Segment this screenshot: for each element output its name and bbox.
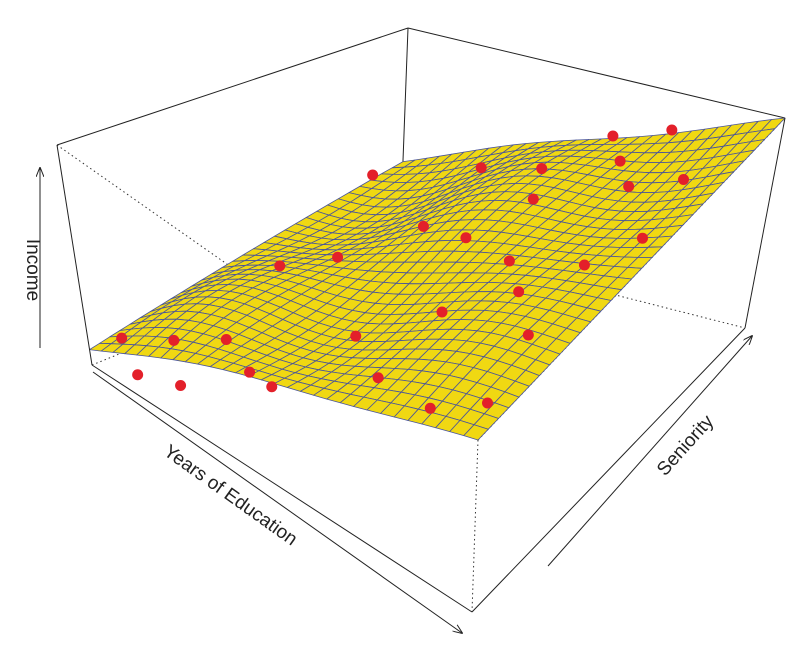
box — [56, 117, 786, 613]
data-point — [244, 366, 256, 378]
data-point — [527, 193, 539, 205]
axis-arrow — [547, 336, 752, 567]
box-edge — [471, 327, 746, 613]
data-point — [522, 329, 534, 341]
data-point — [513, 286, 525, 298]
data-point — [475, 162, 487, 174]
data-point — [168, 334, 180, 346]
axis-arrow — [92, 371, 462, 633]
x-axis-label: Years of Education — [160, 441, 301, 550]
data-point — [132, 369, 144, 381]
data-point — [678, 173, 690, 185]
data-point — [424, 402, 436, 414]
data-point — [482, 397, 494, 409]
surface — [89, 117, 786, 441]
data-point — [636, 232, 648, 244]
data-point — [116, 332, 128, 344]
surface-facet — [463, 424, 489, 441]
data-point — [367, 169, 379, 181]
box-edge — [744, 117, 786, 329]
y-axis-label: Seniority — [653, 411, 718, 480]
data-point — [266, 381, 278, 393]
box-edge — [56, 27, 409, 146]
data-point — [332, 251, 344, 263]
z-axis-label: Income — [22, 239, 43, 301]
data-point — [623, 181, 635, 193]
points — [116, 124, 690, 414]
data-point — [614, 155, 626, 167]
data-point — [372, 372, 384, 384]
data-point — [607, 130, 619, 142]
data-point — [666, 124, 678, 136]
data-point — [274, 260, 286, 272]
data-point — [417, 220, 429, 232]
box-edge — [407, 27, 786, 119]
box-edge — [91, 364, 473, 613]
box-edge — [56, 144, 93, 366]
data-point — [220, 333, 232, 345]
data-point — [350, 330, 362, 342]
data-point — [536, 163, 548, 175]
data-point — [503, 255, 515, 267]
data-point — [175, 380, 187, 392]
data-point — [436, 306, 448, 318]
data-point — [578, 259, 590, 271]
box-edge — [471, 439, 479, 613]
data-point — [460, 232, 472, 244]
